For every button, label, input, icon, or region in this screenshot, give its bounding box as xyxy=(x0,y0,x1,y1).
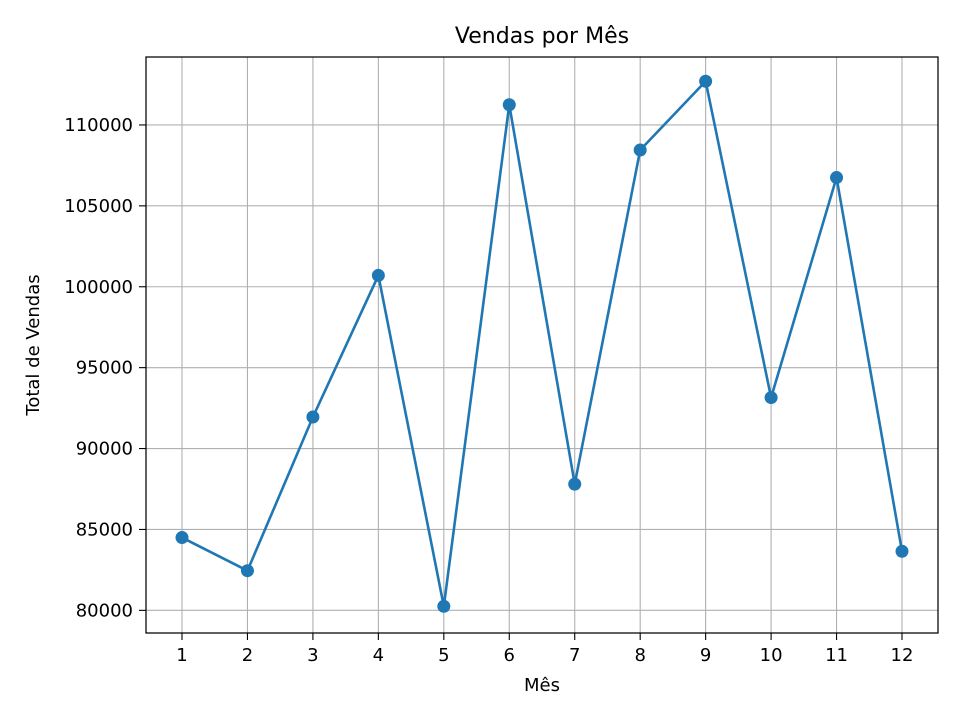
series-line xyxy=(180,79,904,608)
x-tick-label: 10 xyxy=(760,645,783,666)
data-point xyxy=(306,410,320,424)
grid-lines xyxy=(146,57,938,633)
data-point xyxy=(895,544,909,558)
y-tick-label: 80000 xyxy=(76,600,133,621)
data-point xyxy=(371,268,385,282)
x-tick-label: 2 xyxy=(242,645,253,666)
data-point xyxy=(240,564,254,578)
data-point xyxy=(830,171,844,185)
data-point xyxy=(502,98,516,112)
series-line-layer xyxy=(180,79,904,608)
x-tick-label: 3 xyxy=(307,645,318,666)
x-tick-label: 7 xyxy=(569,645,580,666)
y-tick-label: 105000 xyxy=(64,196,133,217)
x-tick-labels: 1 2 3 4 5 6 7 8 9 10 11 12 xyxy=(176,645,913,666)
x-tick-label: 5 xyxy=(438,645,449,666)
axis-ticks xyxy=(139,124,903,640)
data-point xyxy=(699,74,713,88)
y-tick-label: 110000 xyxy=(64,115,133,136)
x-axis-title: Mês xyxy=(524,675,560,696)
y-tick-label: 95000 xyxy=(76,358,133,379)
x-tick-label: 4 xyxy=(373,645,384,666)
y-tick-labels: 80000 85000 90000 95000 100000 105000 110000 xyxy=(64,115,133,621)
y-tick-label: 85000 xyxy=(76,519,133,540)
data-point xyxy=(437,599,451,613)
x-tick-label: 9 xyxy=(700,645,711,666)
data-point xyxy=(175,531,189,545)
x-tick-label: 6 xyxy=(504,645,515,666)
data-point xyxy=(568,477,582,491)
series-markers xyxy=(175,74,909,613)
x-tick-label: 8 xyxy=(634,645,645,666)
y-tick-label: 90000 xyxy=(76,439,133,460)
y-axis-title: Total de Vendas xyxy=(23,274,44,416)
chart-title: Vendas por Mês xyxy=(455,24,629,49)
y-tick-label: 100000 xyxy=(64,277,133,298)
data-point xyxy=(633,143,647,157)
x-tick-label: 11 xyxy=(825,645,848,666)
x-tick-label: 12 xyxy=(891,645,914,666)
plot-area-frame xyxy=(145,56,939,634)
x-tick-label: 1 xyxy=(176,645,187,666)
data-point xyxy=(764,391,778,405)
